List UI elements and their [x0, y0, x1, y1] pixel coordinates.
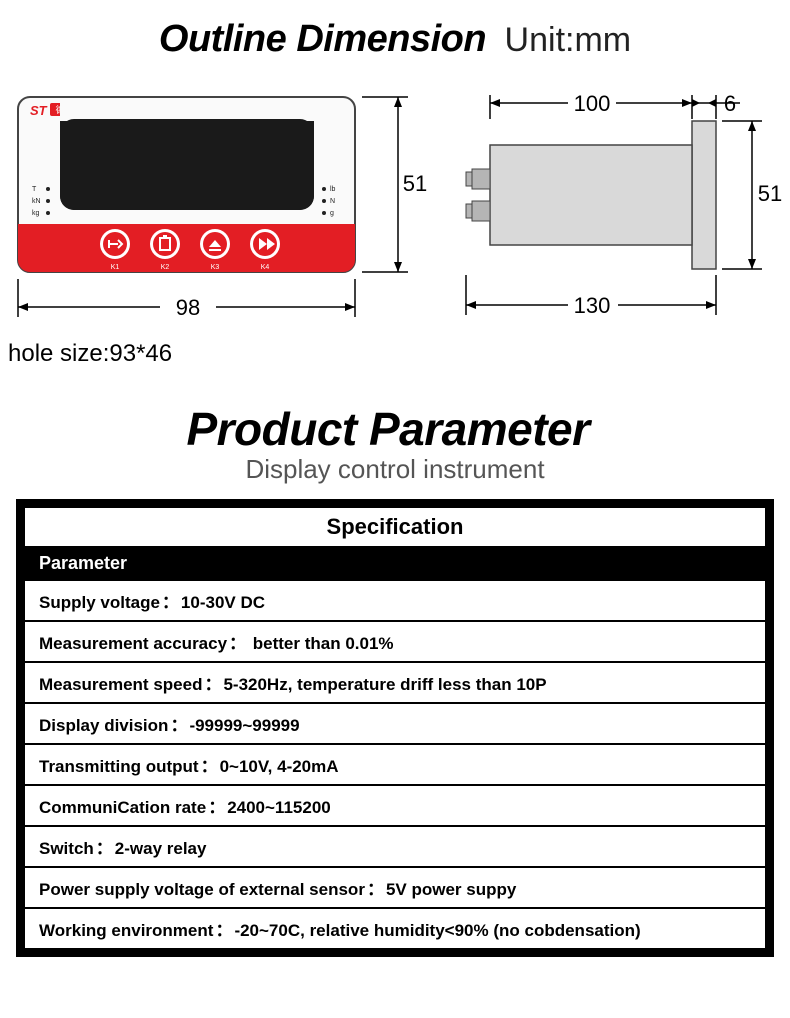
spec-row: Display division：-99999~99999 — [25, 702, 765, 743]
spec-row: Power supply voltage of external sensor：… — [25, 866, 765, 907]
unit-g: g — [330, 210, 334, 217]
spec-header: Specification — [25, 508, 765, 548]
svg-text:K1: K1 — [111, 264, 120, 271]
dim-side-6: 6 — [724, 91, 736, 116]
unit-kN: kN — [32, 198, 41, 205]
spec-row: CommuniCation rate：2400~115200 — [25, 784, 765, 825]
svg-text:K2: K2 — [161, 264, 170, 271]
parameter-title: Product Parameter — [186, 402, 589, 456]
spec-row: Measurement accuracy： better than 0.01% — [25, 620, 765, 661]
dim-side-51: 51 — [758, 181, 782, 206]
svg-text:K3: K3 — [211, 264, 220, 271]
spec-row: Measurement speed：5-320Hz, temperature d… — [25, 661, 765, 702]
spec-row: Switch：2-way relay — [25, 825, 765, 866]
spec-row: Working environment：-20~70C, relative hu… — [25, 907, 765, 948]
unit-N: N — [330, 198, 335, 205]
spec-param-header: Parameter — [25, 548, 765, 579]
outline-unit: Unit:mm — [505, 21, 632, 60]
parameter-subtitle: Display control instrument — [0, 454, 790, 485]
dim-side-100: 100 — [574, 91, 611, 116]
spec-row: Supply voltage：10-30V DC — [25, 579, 765, 620]
unit-kg: kg — [32, 210, 40, 217]
dim-front-height: 51 — [403, 171, 427, 196]
spec-table: Specification Parameter Supply voltage：1… — [16, 499, 774, 957]
svg-text:K4: K4 — [261, 264, 270, 271]
logo-prefix: ST — [30, 103, 48, 118]
hole-size-note: hole size:93*46 — [0, 334, 790, 368]
dimension-diagrams: ST 德森特 800 T kN kg lb N g — [0, 61, 790, 334]
dim-side-130: 130 — [574, 293, 611, 318]
side-view: 100 6 51 — [460, 89, 790, 334]
unit-lb: lb — [330, 186, 336, 193]
unit-T: T — [32, 186, 37, 193]
front-view: ST 德森特 800 T kN kg lb N g — [10, 89, 430, 334]
spec-row: Transmitting output：0~10V, 4-20mA — [25, 743, 765, 784]
dim-front-width: 98 — [176, 295, 200, 320]
outline-title: Outline Dimension — [159, 18, 486, 61]
